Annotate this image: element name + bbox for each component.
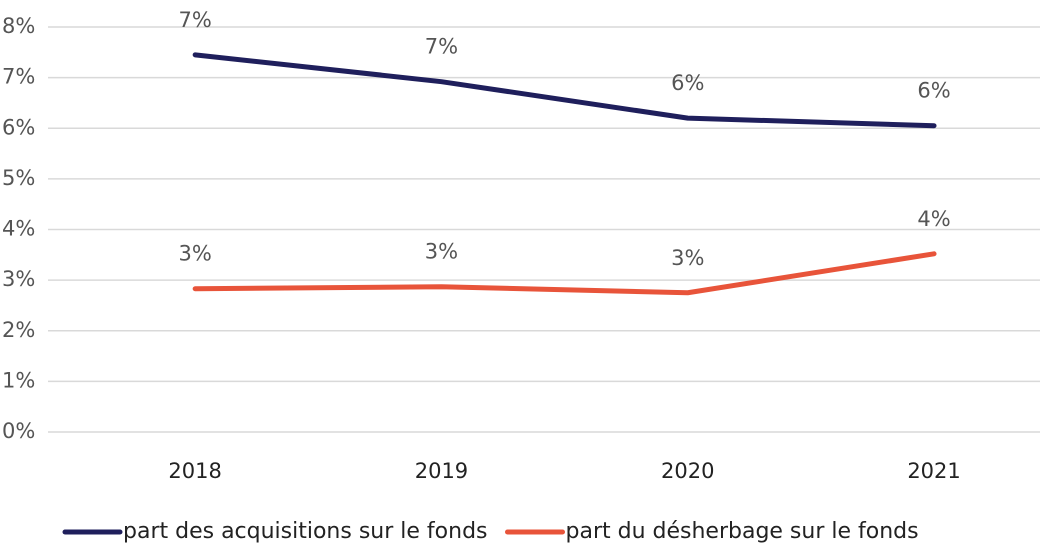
x-tick-label: 2019 (415, 459, 468, 483)
data-label: 7% (178, 8, 211, 32)
legend-label: part des acquisitions sur le fonds (123, 519, 488, 544)
y-tick-label: 6% (2, 115, 35, 139)
x-tick-label: 2021 (907, 459, 960, 483)
y-tick-label: 0% (2, 419, 35, 443)
x-tick-label: 2020 (661, 459, 714, 483)
series-line (192, 52, 937, 129)
data-label: 3% (671, 246, 704, 270)
data-label: 4% (917, 207, 950, 231)
y-tick-label: 4% (2, 217, 35, 241)
y-tick-label: 7% (2, 65, 35, 89)
data-label: 6% (671, 71, 704, 95)
y-tick-label: 8% (2, 14, 35, 38)
x-tick-label: 2018 (168, 459, 221, 483)
y-tick-label: 1% (2, 368, 35, 392)
data-label: 6% (917, 79, 950, 103)
y-tick-label: 2% (2, 318, 35, 342)
data-label: 3% (178, 242, 211, 266)
y-tick-label: 5% (2, 166, 35, 190)
legend-label: part du désherbage sur le fonds (566, 519, 919, 544)
series-line (192, 251, 937, 296)
data-label: 7% (425, 35, 458, 59)
data-label: 3% (425, 240, 458, 264)
y-tick-label: 3% (2, 267, 35, 291)
